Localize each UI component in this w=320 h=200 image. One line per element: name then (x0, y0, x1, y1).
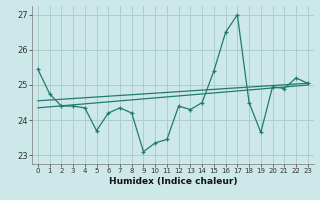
X-axis label: Humidex (Indice chaleur): Humidex (Indice chaleur) (108, 177, 237, 186)
